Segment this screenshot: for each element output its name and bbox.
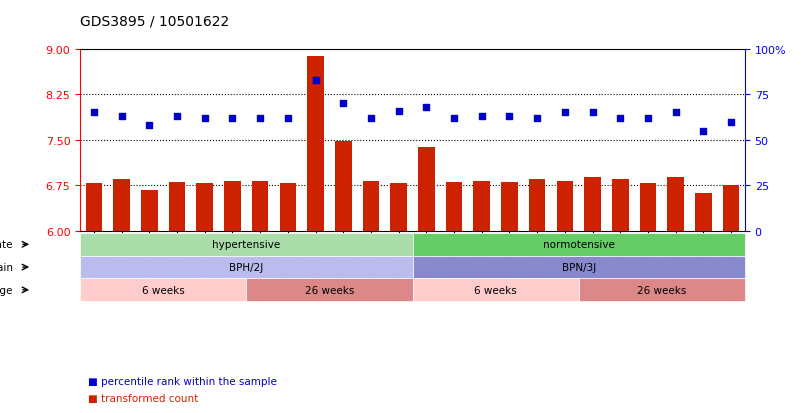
Bar xyxy=(252,182,268,413)
Text: GDS3895 / 10501622: GDS3895 / 10501622 xyxy=(80,15,229,29)
Point xyxy=(226,115,239,122)
Text: 26 weeks: 26 weeks xyxy=(637,285,686,295)
Point xyxy=(725,119,738,126)
Text: BPN/3J: BPN/3J xyxy=(562,262,596,273)
Bar xyxy=(280,184,296,413)
Bar xyxy=(529,179,545,413)
Point xyxy=(531,115,544,122)
Point xyxy=(586,110,599,116)
Point xyxy=(87,110,100,116)
Bar xyxy=(723,186,739,413)
Point xyxy=(642,115,654,122)
Text: normotensive: normotensive xyxy=(543,240,614,250)
Bar xyxy=(418,148,435,413)
Point xyxy=(337,101,350,107)
Bar xyxy=(224,182,241,413)
Bar xyxy=(390,184,407,413)
Bar xyxy=(335,142,352,413)
Point xyxy=(558,110,571,116)
Point xyxy=(392,108,405,115)
Text: ■ transformed count: ■ transformed count xyxy=(88,393,199,403)
Text: ■ percentile rank within the sample: ■ percentile rank within the sample xyxy=(88,376,277,386)
Text: 6 weeks: 6 weeks xyxy=(474,285,517,295)
Point xyxy=(697,128,710,135)
Text: strain: strain xyxy=(0,262,16,273)
Text: 26 weeks: 26 weeks xyxy=(304,285,354,295)
Text: hypertensive: hypertensive xyxy=(212,240,280,250)
Text: BPH/2J: BPH/2J xyxy=(229,262,264,273)
Bar xyxy=(169,183,185,413)
Bar xyxy=(557,182,574,413)
Bar xyxy=(196,184,213,413)
Bar xyxy=(114,180,130,413)
Bar xyxy=(667,178,684,413)
Text: 6 weeks: 6 weeks xyxy=(142,285,184,295)
Point xyxy=(475,114,488,120)
Bar xyxy=(584,178,601,413)
Text: age: age xyxy=(0,285,16,295)
Point xyxy=(670,110,682,116)
Point xyxy=(448,115,461,122)
Bar xyxy=(86,184,103,413)
Bar xyxy=(473,182,490,413)
Bar xyxy=(640,184,656,413)
Point xyxy=(143,123,155,129)
Point xyxy=(503,114,516,120)
Point xyxy=(420,104,433,111)
Point xyxy=(614,115,626,122)
Bar xyxy=(501,183,517,413)
Point xyxy=(281,115,294,122)
Point xyxy=(115,114,128,120)
Bar xyxy=(308,57,324,413)
Point xyxy=(171,114,183,120)
Point xyxy=(364,115,377,122)
Bar xyxy=(695,194,711,413)
Text: disease state: disease state xyxy=(0,240,16,250)
Bar xyxy=(141,190,158,413)
Point xyxy=(309,77,322,84)
Bar xyxy=(363,182,380,413)
Bar xyxy=(445,183,462,413)
Bar xyxy=(612,180,629,413)
Point xyxy=(254,115,267,122)
Point xyxy=(199,115,211,122)
